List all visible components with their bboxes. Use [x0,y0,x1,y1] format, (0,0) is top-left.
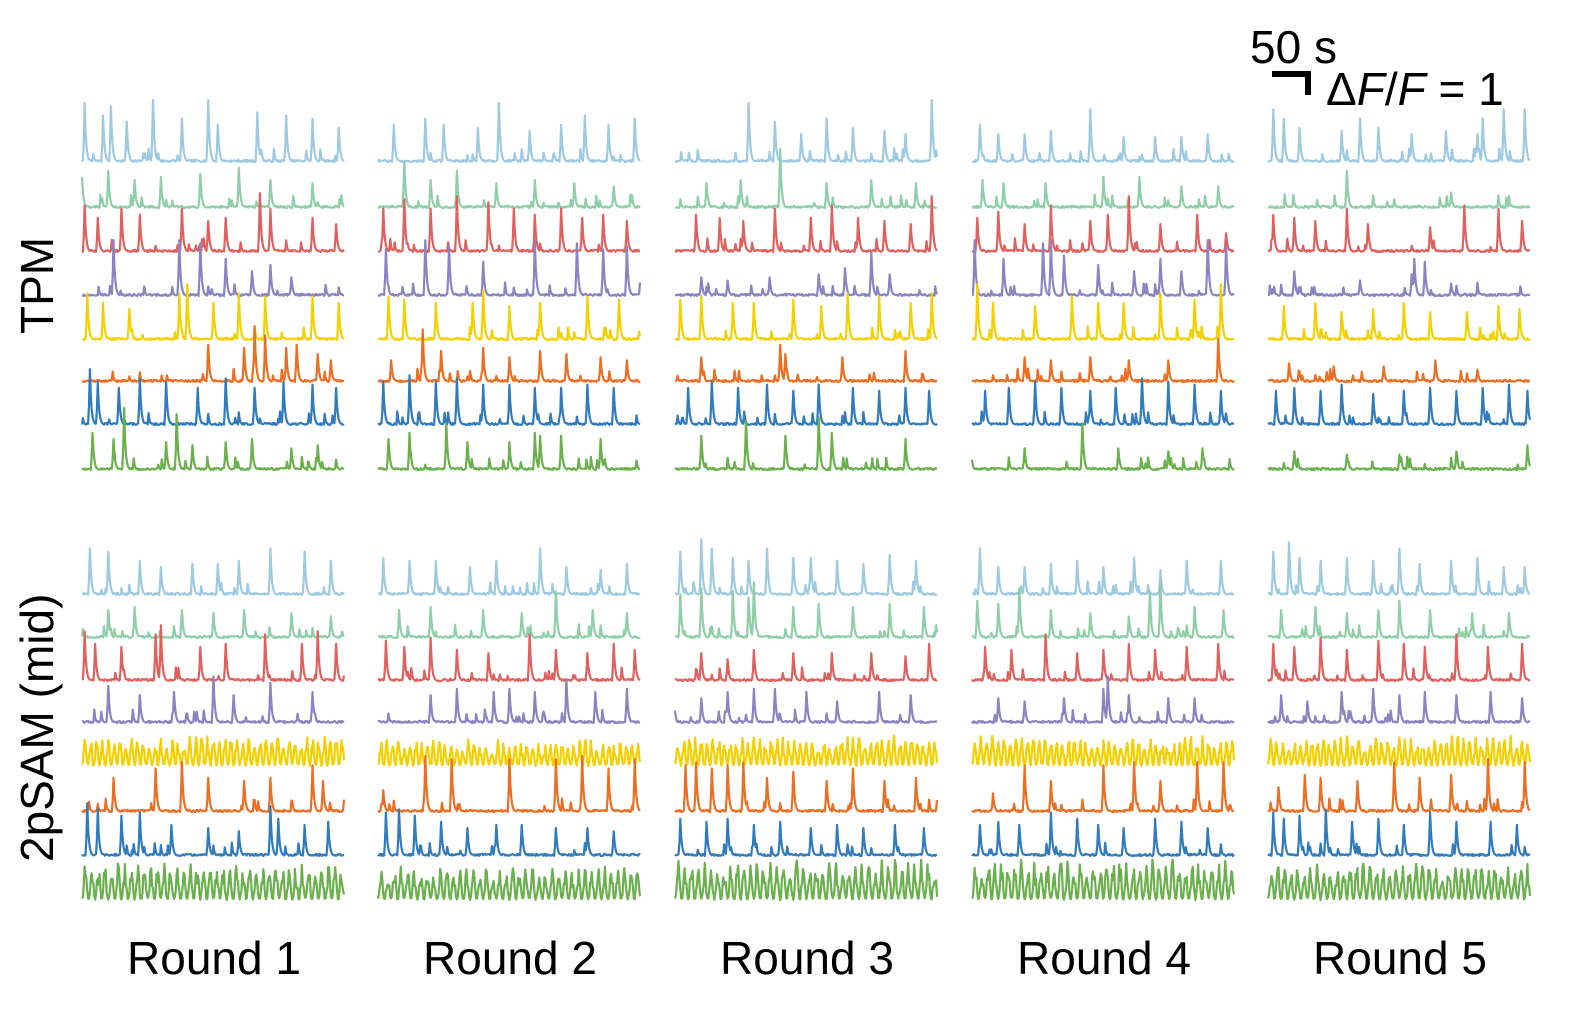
trace-2psam-round3-neuron3 [674,642,938,683]
trace-tpm-round5-neuron6 [1267,359,1531,384]
trace-2psam-round1-neuron5 [80,735,346,767]
trace-tpm-round3-neuron2 [674,148,938,210]
trace-tpm-round5-neuron8 [1267,444,1532,472]
trace-tpm-round1-neuron5 [81,283,345,342]
trace-tpm-round4-neuron2 [971,175,1235,210]
trace-tpm-round4-neuron7 [971,377,1235,427]
trace-tpm-round1-neuron6 [81,325,345,384]
scale-bar [1272,71,1311,95]
trace-2psam-round1-neuron8 [81,862,346,902]
trace-2psam-round5-neuron7 [1267,808,1531,858]
trace-2psam-round4-neuron8 [971,858,1236,902]
trace-2psam-round2-neuron8 [376,865,642,901]
trace-2psam-round4-neuron4 [971,675,1235,725]
trace-tpm-round5-neuron7 [1267,383,1532,427]
trace-tpm-round4-neuron3 [971,195,1235,254]
trace-tpm-round5-neuron4 [1267,257,1531,298]
row-label-2psam-mid: 2pSAM (mid) [11,593,63,862]
trace-2psam-round5-neuron5 [1266,735,1532,767]
trace-2psam-round5-neuron2 [1267,599,1531,640]
scale-bar-time-label: 50 s [1250,21,1337,73]
round-label-4: Round 4 [1017,932,1191,984]
trace-2psam-round4-neuron7 [971,811,1235,858]
trace-2psam-round1-neuron1 [81,547,345,597]
trace-tpm-round5-neuron3 [1267,204,1531,254]
trace-2psam-round3-neuron8 [673,858,939,902]
trace-tpm-round2-neuron3 [377,195,641,254]
trace-tpm-round2-neuron4 [377,239,642,298]
traces-layer [80,98,1532,902]
trace-tpm-round3-neuron5 [674,292,938,342]
row-label-tpm: TPM [11,236,63,334]
trace-2psam-round5-neuron4 [1267,687,1531,725]
trace-tpm-round1-neuron8 [81,406,345,472]
trace-tpm-round4-neuron6 [971,337,1235,384]
trace-2psam-round4-neuron2 [971,581,1235,640]
trace-2psam-round5-neuron8 [1266,862,1532,902]
trace-2psam-round3-neuron5 [673,734,939,767]
trace-2psam-round4-neuron5 [970,735,1236,767]
trace-2psam-round5-neuron3 [1267,633,1531,683]
trace-2psam-round4-neuron3 [971,633,1235,683]
trace-2psam-round2-neuron4 [377,678,641,725]
trace-2psam-round3-neuron6 [674,761,939,814]
scale-bar-amplitude-label: ΔF/F = 1 [1326,63,1504,115]
trace-tpm-round2-neuron6 [377,328,641,384]
trace-tpm-round2-neuron8 [377,422,641,472]
trace-tpm-round4-neuron1 [971,108,1235,164]
trace-tpm-round1-neuron1 [81,98,345,164]
trace-2psam-round4-neuron1 [971,547,1235,597]
trace-tpm-round3-neuron4 [674,251,939,298]
trace-tpm-round3-neuron6 [674,343,938,384]
trace-tpm-round5-neuron2 [1267,169,1531,210]
trace-2psam-round1-neuron7 [81,802,345,858]
trace-tpm-round4-neuron5 [971,283,1235,342]
trace-tpm-round2-neuron7 [377,374,641,427]
round-label-3: Round 3 [720,932,894,984]
trace-2psam-round2-neuron3 [377,633,641,683]
trace-2psam-round3-neuron4 [673,687,938,725]
trace-2psam-round2-neuron7 [377,808,641,858]
trace-tpm-round4-neuron8 [970,422,1235,472]
round-label-1: Round 1 [127,932,301,984]
trace-tpm-round2-neuron5 [377,289,642,342]
trace-tpm-round1-neuron4 [81,239,345,298]
trace-2psam-round1-neuron4 [81,675,345,725]
trace-tpm-round4-neuron4 [971,239,1235,298]
trace-2psam-round2-neuron1 [377,547,641,597]
trace-tpm-round3-neuron3 [674,195,938,254]
trace-2psam-round3-neuron1 [674,538,938,597]
trace-tpm-round3-neuron8 [674,416,938,472]
trace-2psam-round3-neuron2 [674,581,939,640]
trace-2psam-round3-neuron7 [674,817,938,858]
trace-2psam-round2-neuron2 [377,590,641,640]
trace-2psam-round5-neuron6 [1267,758,1531,814]
trace-tpm-round2-neuron1 [377,102,641,164]
trace-tpm-round5-neuron1 [1267,108,1531,164]
trace-2psam-round2-neuron5 [377,738,642,768]
trace-2psam-round1-neuron6 [81,761,346,814]
trace-2psam-round5-neuron1 [1267,541,1531,597]
trace-tpm-round3-neuron7 [674,380,938,427]
trace-tpm-round1-neuron2 [80,166,345,210]
round-label-2: Round 2 [423,932,597,984]
trace-tpm-round1-neuron3 [81,192,345,254]
trace-tpm-round1-neuron7 [80,368,345,427]
round-label-5: Round 5 [1313,932,1487,984]
trace-tpm-round5-neuron5 [1267,301,1531,342]
trace-tpm-round3-neuron1 [674,98,939,164]
trace-2psam-round4-neuron6 [971,761,1235,814]
trace-tpm-round2-neuron2 [377,160,641,210]
trace-2psam-round1-neuron2 [80,605,345,640]
trace-2psam-round2-neuron6 [377,755,641,814]
